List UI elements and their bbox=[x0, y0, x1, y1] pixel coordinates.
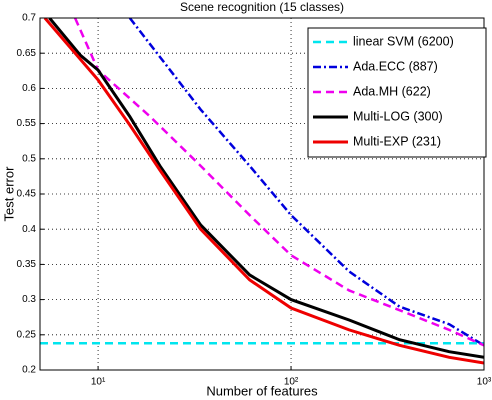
x-axis-label: Number of features bbox=[206, 383, 318, 398]
y-tick-label: 0.25 bbox=[17, 329, 37, 340]
legend-label: Multi-EXP (231) bbox=[353, 134, 441, 148]
series-line bbox=[128, 18, 484, 347]
legend-label: Multi-LOG (300) bbox=[353, 109, 443, 123]
series-line bbox=[73, 18, 484, 347]
series-line bbox=[48, 18, 484, 359]
legend-label: Ada.ECC (887) bbox=[353, 59, 438, 73]
x-tick-label: 10³ bbox=[477, 377, 492, 388]
y-tick-label: 0.5 bbox=[22, 153, 36, 164]
legend-label: linear SVM (6200) bbox=[353, 34, 454, 48]
legend-box bbox=[307, 27, 487, 158]
y-tick-label: 0.3 bbox=[22, 294, 36, 305]
y-tick-label: 0.2 bbox=[22, 365, 36, 376]
legend-label: Ada.MH (622) bbox=[353, 84, 431, 98]
chart-title: Scene recognition (15 classes) bbox=[180, 0, 344, 14]
x-tick-label: 10² bbox=[284, 377, 299, 388]
series-line bbox=[43, 18, 484, 365]
y-tick-label: 0.65 bbox=[17, 48, 37, 59]
y-tick-label: 0.45 bbox=[17, 189, 37, 200]
y-tick-label: 0.55 bbox=[17, 118, 37, 129]
y-tick-label: 0.35 bbox=[17, 259, 37, 270]
y-tick-label: 0.4 bbox=[22, 224, 36, 235]
y-tick-label: 0.6 bbox=[22, 83, 36, 94]
plot-frame bbox=[39, 17, 485, 371]
x-tick-label: 10¹ bbox=[91, 377, 106, 388]
y-axis-label: Test error bbox=[1, 166, 16, 222]
y-tick-label: 0.7 bbox=[22, 13, 36, 24]
